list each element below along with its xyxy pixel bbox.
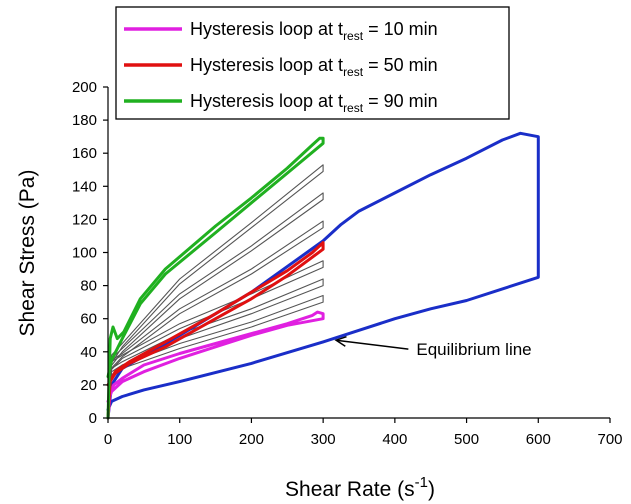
series-line-2 [106,136,325,420]
x-axis-title: Shear Rate (s-1) [285,474,435,501]
annotation-label: Equilibrium line [416,340,531,359]
equilibrium-annotation: Equilibrium line [334,335,532,359]
y-tick-label: 80 [80,278,97,295]
legend-label-main: Hysteresis loop at t [190,55,343,75]
legend: Hysteresis loop at trest = 10 minHystere… [115,6,510,120]
x-tick-label: 600 [526,431,551,448]
y-axis-title: Shear Stress (Pa) [16,170,39,337]
series-line-0 [106,310,325,420]
x-tick-label: 700 [597,431,622,448]
x-tick-label: 400 [382,431,407,448]
x-tick-label: 300 [311,431,336,448]
y-tick-label: 20 [80,377,97,394]
legend-label-subscript: rest [343,101,364,115]
x-axis-title-main: Shear Rate (s [285,478,415,501]
y-tick-label: 40 [80,344,97,361]
x-tick-label: 500 [454,431,479,448]
x-tick-label: 100 [167,431,192,448]
legend-label-tail: = 50 min [363,55,438,75]
legend-label-1: Hysteresis loop at trest = 50 min [190,55,438,79]
y-tick-label: 160 [72,145,97,162]
x-axis-title-superscript: -1 [415,474,428,491]
intermediate-loop-line-9 [107,164,324,419]
y-tick-label: 180 [72,112,97,129]
legend-label-0: Hysteresis loop at trest = 10 min [190,19,438,43]
legend-label-2: Hysteresis loop at trest = 90 min [190,91,438,115]
y-tick-label: 120 [72,211,97,228]
legend-label-main: Hysteresis loop at t [190,91,343,111]
legend-label-subscript: rest [343,65,364,79]
legend-label-tail: = 10 min [363,19,438,39]
intermediate-loop-line-4 [107,294,324,419]
intermediate-loop-line-6 [107,260,324,419]
series-line-1 [106,241,325,420]
y-tick-label: 200 [72,79,97,96]
legend-label-main: Hysteresis loop at t [190,19,343,39]
annotation-arrow [335,339,409,350]
equilibrium-loop-line [106,131,540,420]
legend-label-tail: = 90 min [363,91,438,111]
annotation-arrow-head [334,335,347,347]
x-axis-title-close: ) [428,478,435,501]
legend-label-subscript: rest [343,29,364,43]
y-tick-label: 0 [89,410,97,427]
y-tick-label: 140 [72,178,97,195]
y-tick-label: 60 [80,311,97,328]
axes: 0 20 40 60 80 100 120 140 160 180 200 0 100 200 300 400… [72,79,623,448]
x-tick-label: 200 [239,431,264,448]
y-tick-label: 100 [72,245,97,262]
x-tick-label: 0 [104,431,112,448]
plot-area [106,131,540,420]
